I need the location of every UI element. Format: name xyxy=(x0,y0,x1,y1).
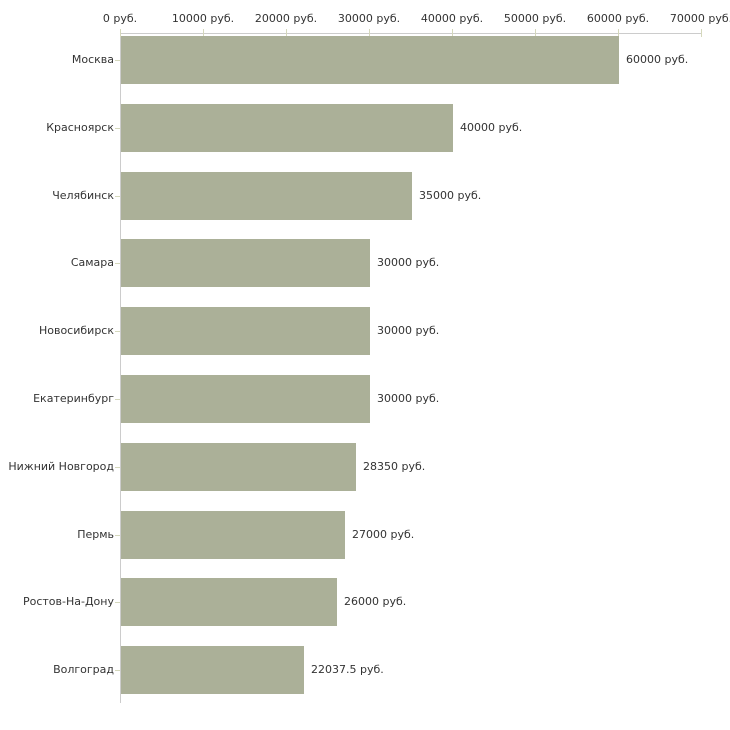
x-tick-label: 70000 руб. xyxy=(669,12,730,25)
y-axis-tick xyxy=(115,670,120,671)
x-axis-tick xyxy=(618,29,619,37)
category-label: Екатеринбург xyxy=(33,392,114,405)
y-axis-tick xyxy=(115,602,120,603)
x-tick-label: 60000 руб. xyxy=(586,12,650,25)
bar xyxy=(121,578,337,626)
value-label: 30000 руб. xyxy=(377,256,440,269)
bar xyxy=(121,172,412,220)
category-label: Волгоград xyxy=(53,663,114,676)
y-axis-tick xyxy=(115,331,120,332)
x-axis-tick xyxy=(701,29,702,37)
value-label: 26000 руб. xyxy=(344,595,407,608)
category-label: Челябинск xyxy=(52,189,114,202)
y-axis-tick xyxy=(115,535,120,536)
bar xyxy=(121,239,370,287)
y-axis-tick xyxy=(115,60,120,61)
x-axis-tick xyxy=(120,29,121,37)
value-label: 35000 руб. xyxy=(419,189,482,202)
x-tick-label: 50000 руб. xyxy=(503,12,567,25)
bar xyxy=(121,307,370,355)
x-axis-line xyxy=(120,33,701,34)
value-label: 28350 руб. xyxy=(363,460,426,473)
y-axis-tick xyxy=(115,467,120,468)
y-axis-tick xyxy=(115,196,120,197)
bar xyxy=(121,511,345,559)
x-tick-label: 40000 руб. xyxy=(420,12,484,25)
x-tick-label: 30000 руб. xyxy=(337,12,401,25)
x-tick-label: 10000 руб. xyxy=(171,12,235,25)
x-axis-tick xyxy=(369,29,370,37)
bar xyxy=(121,104,453,152)
y-axis-tick xyxy=(115,399,120,400)
category-label: Москва xyxy=(71,53,114,66)
bar xyxy=(121,375,370,423)
category-label: Самара xyxy=(70,256,114,269)
bar xyxy=(121,646,304,694)
y-axis-tick xyxy=(115,128,120,129)
category-label: Пермь xyxy=(77,528,114,541)
bar xyxy=(121,443,356,491)
category-label: Новосибирск xyxy=(38,324,114,337)
value-label: 30000 руб. xyxy=(377,392,440,405)
value-label: 40000 руб. xyxy=(460,121,523,134)
category-label: Нижний Новгород xyxy=(8,460,114,473)
value-label: 30000 руб. xyxy=(377,324,440,337)
bar xyxy=(121,36,619,84)
category-label: Ростов-На-Дону xyxy=(22,595,114,608)
x-axis-tick xyxy=(286,29,287,37)
value-label: 22037.5 руб. xyxy=(311,663,384,676)
value-label: 27000 руб. xyxy=(352,528,415,541)
category-label: Красноярск xyxy=(46,121,114,134)
x-axis-tick xyxy=(535,29,536,37)
y-axis-line xyxy=(120,33,121,703)
y-axis-tick xyxy=(115,263,120,264)
x-axis-tick xyxy=(452,29,453,37)
x-tick-label: 0 руб. xyxy=(102,12,138,25)
x-tick-label: 20000 руб. xyxy=(254,12,318,25)
value-label: 60000 руб. xyxy=(626,53,689,66)
x-axis-tick xyxy=(203,29,204,37)
